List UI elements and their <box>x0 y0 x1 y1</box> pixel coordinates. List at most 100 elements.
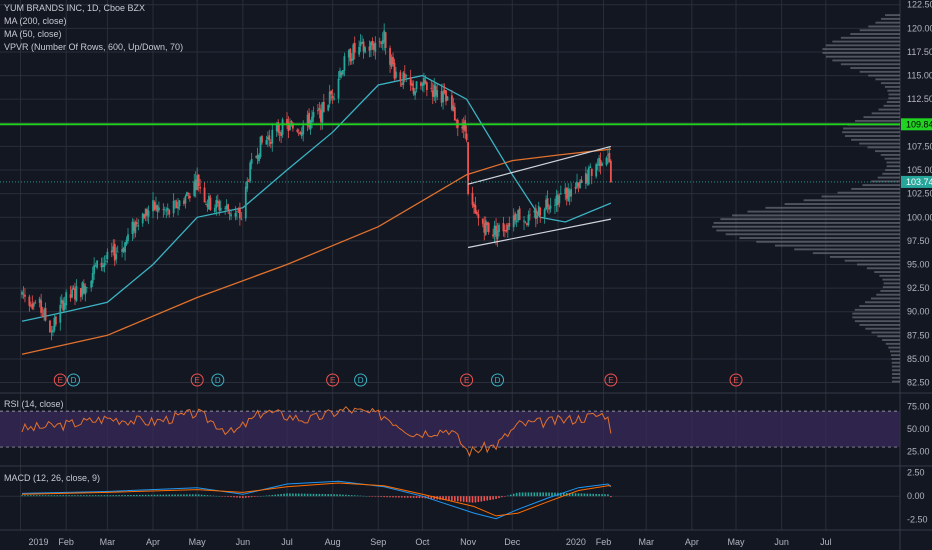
macd-histogram-bar <box>486 496 489 501</box>
macd-histogram-bar <box>586 493 589 497</box>
price-levels[interactable] <box>0 123 900 183</box>
macd-histogram-bar <box>368 496 371 497</box>
candle-body <box>137 225 140 227</box>
candle-body <box>131 221 134 234</box>
vpvr-bar <box>885 169 900 171</box>
candle-body <box>74 288 76 300</box>
candle-body <box>321 102 324 123</box>
time-tick-label: Feb <box>58 537 74 547</box>
macd-histogram-bar <box>247 496 250 498</box>
vpvr-bar <box>871 112 900 115</box>
candle-body <box>587 167 590 185</box>
macd-histogram-bar <box>312 493 315 497</box>
candle-body <box>93 265 96 274</box>
candle-body <box>312 112 315 118</box>
macd-histogram-bar <box>495 496 497 499</box>
vpvr-bar <box>888 97 900 100</box>
candle-body <box>71 289 73 298</box>
candle-body <box>135 222 138 225</box>
macd-histogram-bar <box>141 494 144 497</box>
candle-body <box>122 248 125 252</box>
candle-body <box>237 209 240 211</box>
vpvr-bar <box>832 59 900 62</box>
vpvr-bar <box>876 293 900 296</box>
macd-histogram-bar <box>412 496 415 498</box>
macd-histogram-bar <box>348 494 350 497</box>
macd-histogram-bar <box>477 496 480 503</box>
candle-body <box>121 249 124 252</box>
vpvr-bar <box>825 44 900 47</box>
vpvr-bar <box>882 278 900 281</box>
candle-body <box>63 302 66 310</box>
candle-body <box>565 187 568 199</box>
vpvr-bar <box>840 63 900 66</box>
macd-histogram-bar <box>545 492 547 497</box>
macd-histogram-bar <box>536 492 539 497</box>
candle-body <box>40 300 43 313</box>
macd-histogram-bar <box>115 495 118 497</box>
macd-histogram-bar <box>244 496 247 498</box>
macd-histogram-bar <box>106 495 109 497</box>
vpvr-bar <box>732 214 900 217</box>
macd-histogram-bar <box>280 493 282 497</box>
candle-body <box>100 262 103 268</box>
macd-histogram-bar <box>362 495 365 497</box>
candles <box>21 23 612 341</box>
candle-body <box>598 157 601 166</box>
candle-body <box>85 287 88 288</box>
macd-histogram-bar <box>253 496 256 497</box>
macd-histogram-bar <box>297 493 300 497</box>
marker-label: E <box>733 376 738 385</box>
candle-body <box>206 204 209 208</box>
time-tick-label: Nov <box>460 537 477 547</box>
candle-body <box>328 91 331 104</box>
macd-histogram-bar <box>300 493 303 497</box>
marker-label: D <box>495 376 501 385</box>
time-tick-label: Oct <box>415 537 430 547</box>
time-tick-label: Jul <box>281 537 293 547</box>
candle-body <box>395 71 397 78</box>
candle-body <box>236 211 238 213</box>
marker-label: E <box>464 376 469 385</box>
macd-histogram-bar <box>127 495 129 497</box>
candle-body <box>141 213 144 224</box>
candle-body <box>596 163 599 166</box>
candle-body <box>339 70 341 78</box>
macd-histogram-bar <box>336 494 338 497</box>
candle-body <box>22 293 25 295</box>
candle-body <box>218 201 221 211</box>
channel-lines[interactable] <box>467 145 612 249</box>
vpvr-bar <box>878 108 900 111</box>
candle-body <box>299 132 302 135</box>
macd-histogram-bar <box>191 494 194 497</box>
candle-body <box>392 56 394 65</box>
candle-body <box>105 260 107 262</box>
candle-body <box>52 330 54 333</box>
macd-histogram-bar <box>47 495 50 497</box>
macd-histogram-bar <box>610 496 612 498</box>
candle-body <box>205 204 207 205</box>
candle-body <box>65 292 68 306</box>
candle-body <box>250 159 253 164</box>
vpvr-bar <box>890 354 900 357</box>
macd-histogram-bar <box>177 494 179 497</box>
candle-body <box>147 210 150 217</box>
rsi-tick-label: 75.00 <box>907 402 930 412</box>
macd-histogram-bar <box>492 496 494 500</box>
macd-histogram-bar <box>194 494 197 497</box>
time-tick-label: Feb <box>596 537 612 547</box>
macd-histogram-bar <box>265 495 268 497</box>
candle-body <box>609 160 612 183</box>
candle-body <box>28 296 31 306</box>
candle-body <box>43 309 45 316</box>
vpvr-bar <box>880 153 900 156</box>
macd-histogram-bar <box>589 493 592 497</box>
time-tick-label: Mar <box>100 537 116 547</box>
macd-histogram-bar <box>227 496 229 497</box>
candle-body <box>498 224 500 232</box>
price-tick-label: 120.00 <box>907 23 932 33</box>
candle-body <box>259 136 262 158</box>
macd-pane <box>0 480 900 520</box>
